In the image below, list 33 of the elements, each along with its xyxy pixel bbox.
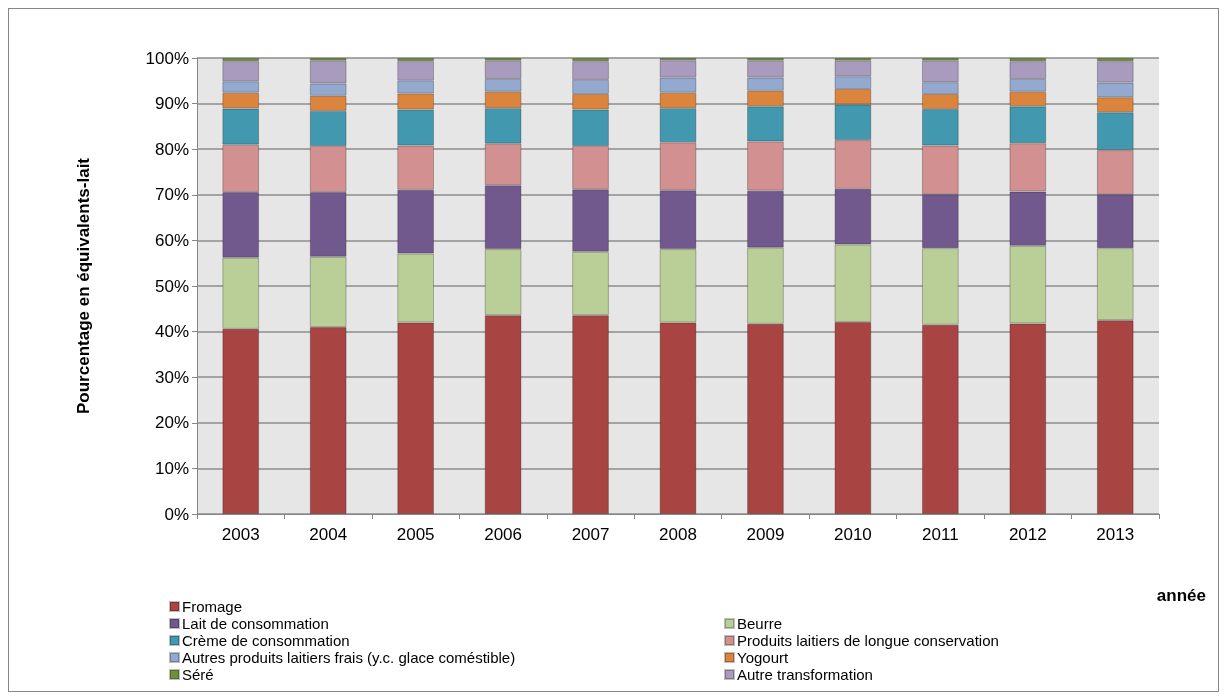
legend-label: Autre transformation	[737, 666, 873, 683]
y-tick-label: 80%	[154, 139, 189, 159]
y-tick-label: 0%	[164, 504, 189, 524]
x-tick-label: 2013	[1096, 525, 1135, 544]
legend-label: Crème de consommation	[182, 632, 350, 649]
legend-label: Lait de consommation	[182, 615, 329, 632]
x-tick-label: 2009	[746, 525, 785, 544]
y-tick-label: 100%	[145, 48, 189, 68]
legend-label: Yogourt	[737, 649, 789, 666]
legend-label: Autres produits laitiers frais (y.c. glace coméstible)	[182, 649, 516, 666]
y-tick-label: 10%	[154, 458, 189, 478]
y-tick-label: 70%	[154, 185, 189, 205]
x-tick-label: 2011	[922, 525, 959, 544]
x-tick-label: 2007	[571, 525, 610, 544]
y-tick-label: 90%	[154, 94, 189, 114]
legend-label: Séré	[182, 666, 214, 683]
x-tick-label: 2012	[1008, 525, 1047, 544]
x-tick-label: 2008	[659, 525, 697, 544]
legend-label: Beurre	[737, 615, 783, 632]
y-tick-label: 40%	[154, 322, 189, 342]
legend-label: Produits laitiers de longue conservation	[737, 632, 999, 649]
x-tick-label: 2003	[221, 525, 260, 544]
y-tick-label: 20%	[154, 413, 189, 433]
y-tick-label: 30%	[154, 367, 189, 387]
x-tick-label: 2005	[396, 525, 435, 544]
y-axis-title: Pourcentage en équivalents-lait	[74, 157, 93, 415]
x-tick-label: 2004	[309, 525, 348, 544]
x-tick-label: 2010	[834, 525, 872, 544]
legend-label: Fromage	[182, 598, 243, 615]
y-tick-label: 50%	[154, 276, 189, 296]
x-tick-label: 2006	[484, 525, 523, 544]
x-axis-title: année	[1156, 586, 1207, 605]
y-tick-label: 60%	[154, 230, 189, 250]
